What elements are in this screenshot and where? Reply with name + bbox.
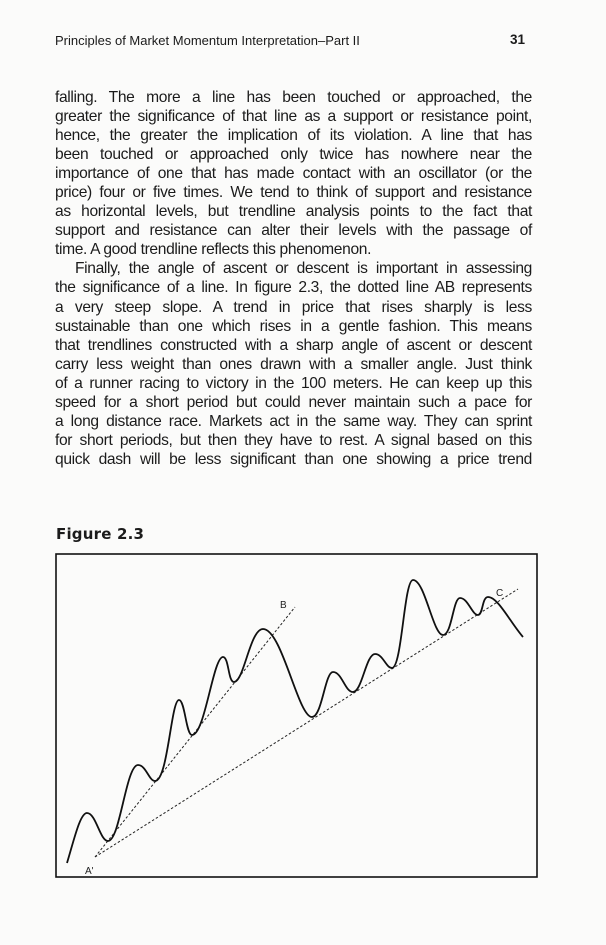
text-line: price) four or five times. We tend to th… — [55, 184, 532, 202]
text-line: speed for a short period but could never… — [55, 393, 532, 411]
text-line: greater the significance of that line as… — [55, 108, 532, 126]
text-line: quick dash will be less significant than… — [55, 450, 532, 468]
running-head: Principles of Market Momentum Interpreta… — [55, 33, 360, 48]
text-line: falling. The more a line has been touche… — [55, 89, 532, 106]
page-number: 31 — [510, 32, 526, 47]
text-line: a very steep slope. A trend in price tha… — [55, 298, 532, 316]
point-label-a: A' — [85, 866, 94, 877]
text-line: been touched or approached only twice ha… — [55, 146, 532, 164]
point-label-b: B — [280, 600, 287, 611]
text-line: that trendlines constructed with a sharp… — [55, 336, 532, 354]
text-line: sustainable than one which rises in a ge… — [55, 317, 532, 335]
point-label-c: C — [496, 588, 503, 599]
text-line: importance of one that has made contact … — [55, 165, 532, 183]
text-line: carry less weight than ones drawn with a… — [55, 355, 532, 373]
text-line: hence, the greater the implication of it… — [55, 127, 532, 145]
text-line: for short periods, but then they have to… — [55, 431, 532, 449]
text-line: a long distance race. Markets act in the… — [55, 412, 532, 430]
trendline-ab — [94, 606, 296, 858]
figure-caption: Figure 2.3 — [56, 525, 145, 543]
body-text: falling. The more a line has been touche… — [55, 88, 532, 469]
text-line: Finally, the angle of ascent or descent … — [75, 260, 532, 278]
text-line: the significance of a line. In figure 2.… — [55, 279, 532, 297]
text-line: of a runner racing to victory in the 100… — [55, 374, 532, 392]
text-line: support and resistance can alter their l… — [55, 222, 532, 240]
trendline-ac — [94, 588, 519, 858]
text-line: time. A good trendline reflects this phe… — [55, 241, 372, 259]
figure-frame — [55, 553, 538, 878]
price-curve — [66, 579, 524, 864]
text-line: as horizontal levels, but trendline anal… — [55, 203, 532, 221]
